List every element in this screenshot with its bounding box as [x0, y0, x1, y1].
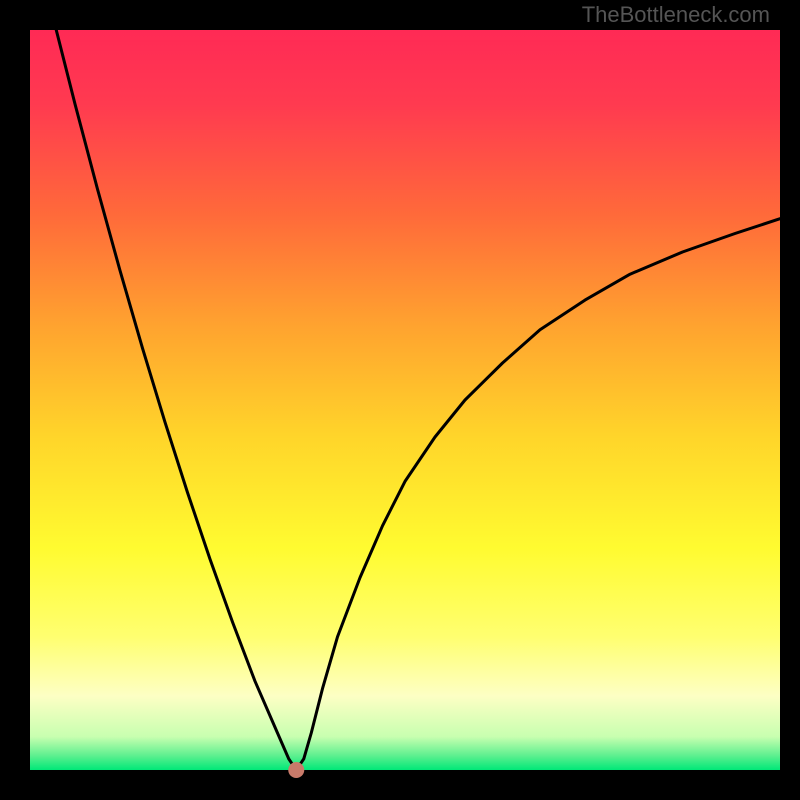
chart-container: TheBottleneck.com — [0, 0, 800, 800]
sweet-spot-marker — [288, 762, 304, 778]
bottleneck-chart — [0, 0, 800, 800]
attribution-text: TheBottleneck.com — [582, 2, 770, 28]
plot-background — [30, 30, 780, 770]
